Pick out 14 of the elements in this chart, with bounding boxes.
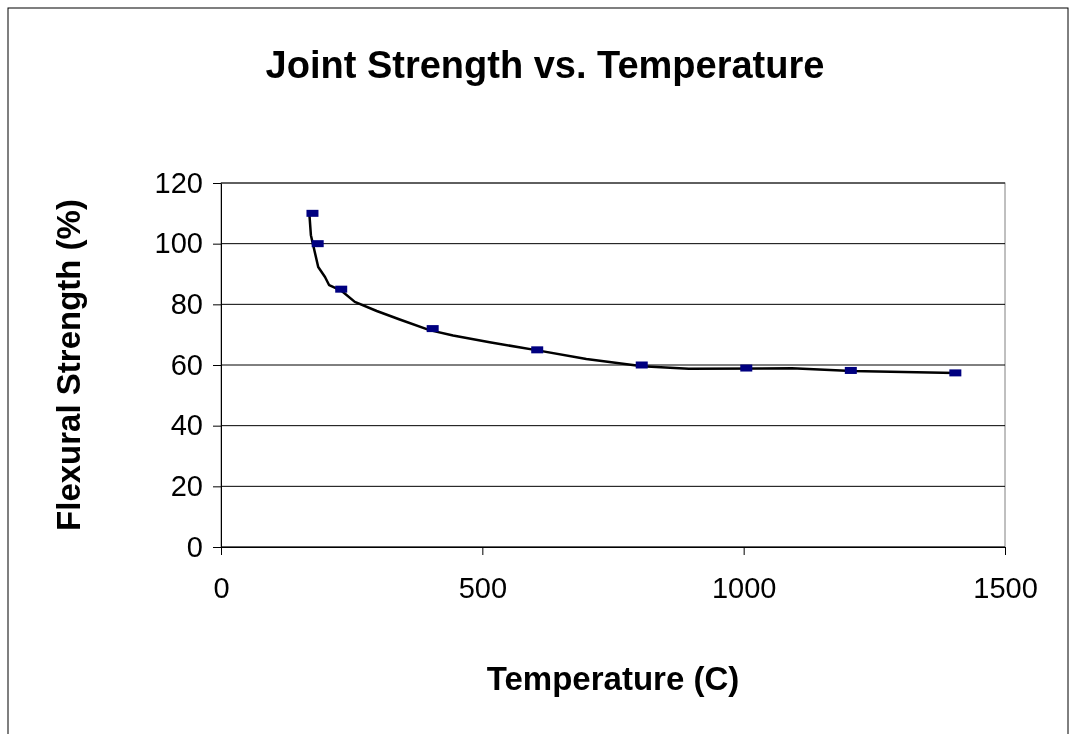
y-tick-label: 20 xyxy=(170,470,203,503)
y-tick-label: 0 xyxy=(186,530,203,563)
x-axis-title: Temperature (C) xyxy=(486,660,740,697)
y-tick-label: 80 xyxy=(170,288,203,321)
chart-title: Joint Strength vs. Temperature xyxy=(265,44,825,86)
y-axis-title: Flexural Strength (%) xyxy=(50,199,87,531)
x-tick-label: 1500 xyxy=(973,571,1038,604)
x-tick-label: 1000 xyxy=(711,571,777,604)
y-tick-label: 60 xyxy=(170,348,203,381)
y-tick-label: 100 xyxy=(154,227,203,260)
x-tick-label: 0 xyxy=(213,571,230,604)
x-tick-label: 500 xyxy=(458,571,508,604)
y-tick-label: 120 xyxy=(154,166,203,199)
y-tick-label: 40 xyxy=(170,409,203,442)
